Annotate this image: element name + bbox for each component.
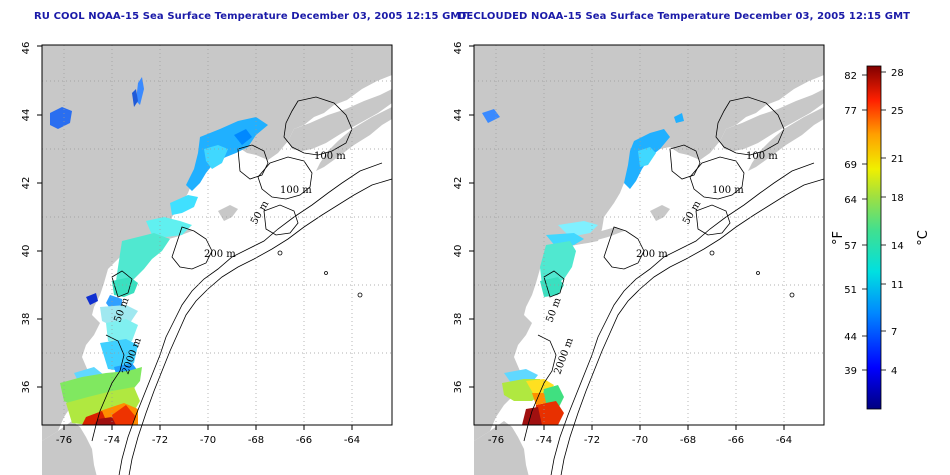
contour-label-100m-a: 100 m [746, 151, 778, 162]
cb-c-tick-7: 7 [891, 327, 897, 338]
cb-f-tick-82: 82 [844, 71, 857, 82]
left-lon-tick-76: -76 [56, 435, 72, 446]
cb-f-tick-44: 44 [844, 332, 857, 343]
left-lat-tick-42: 42 [21, 177, 32, 190]
cb-c-tick-11: 11 [891, 280, 904, 291]
left-lon-tick-68: -68 [248, 435, 264, 446]
right-axes: -76 -74 -72 -70 -68 -66 -64 36 38 40 42 … [453, 42, 792, 446]
colorbar: 82 77 69 64 57 51 44 39 28 25 21 18 14 1… [831, 65, 931, 410]
cb-f-tick-57: 57 [844, 241, 857, 252]
left-lat-tick-36: 36 [21, 381, 32, 394]
colorbar-gradient [866, 65, 882, 410]
left-lon-tick-72: -72 [152, 435, 168, 446]
cb-f-tick-64: 64 [844, 195, 857, 206]
right-lat-tick-38: 38 [453, 313, 464, 326]
cb-f-tick-39: 39 [844, 366, 857, 377]
cb-c-tick-4: 4 [891, 366, 897, 377]
right-lat-tick-36: 36 [453, 381, 464, 394]
contour-label-100m-a: 100 m [314, 151, 346, 162]
left-lat-tick-44: 44 [21, 109, 32, 122]
right-lon-tick-70: -70 [632, 435, 648, 446]
left-axes: -76 -74 -72 -70 -68 -66 -64 36 38 40 42 … [21, 42, 360, 446]
cb-celsius-unit: °C [916, 230, 931, 246]
left-lon-tick-70: -70 [200, 435, 216, 446]
left-lon-tick-64: -64 [344, 435, 360, 446]
cb-c-tick-28: 28 [891, 68, 904, 79]
right-lat-tick-44: 44 [453, 109, 464, 122]
right-lon-tick-68: -68 [680, 435, 696, 446]
left-map-frame [41, 44, 393, 426]
left-lat-tick-40: 40 [21, 245, 32, 258]
left-panel-title: RU COOL NOAA-15 Sea Surface Temperature … [34, 11, 468, 22]
contour-label-200m: 200 m [204, 249, 236, 260]
cb-f-tick-77: 77 [844, 106, 857, 117]
right-map-frame [473, 44, 825, 426]
right-lon-tick-74: -74 [536, 435, 552, 446]
right-lat-tick-46: 46 [453, 42, 464, 55]
cb-f-tick-51: 51 [844, 285, 857, 296]
contour-label-100m-b: 100 m [280, 185, 312, 196]
right-lon-tick-72: -72 [584, 435, 600, 446]
contour-label-200m: 200 m [636, 249, 668, 260]
contour-label-100m-b: 100 m [712, 185, 744, 196]
cb-c-tick-21: 21 [891, 154, 904, 165]
left-lat-tick-38: 38 [21, 313, 32, 326]
right-lon-tick-66: -66 [728, 435, 744, 446]
right-lon-tick-64: -64 [776, 435, 792, 446]
cb-c-tick-25: 25 [891, 106, 904, 117]
right-map-panel: 100 m 100 m 50 m 200 m 50 m 2000 m -76 -… [453, 42, 825, 475]
right-lat-tick-42: 42 [453, 177, 464, 190]
left-lon-tick-66: -66 [296, 435, 312, 446]
left-sst-swaths [50, 77, 268, 425]
right-panel-title: DECLOUDED NOAA-15 Sea Surface Temperatur… [458, 11, 911, 22]
right-lat-tick-40: 40 [453, 245, 464, 258]
right-sst-swaths [482, 109, 684, 425]
cb-f-tick-69: 69 [844, 160, 857, 171]
right-lon-tick-76: -76 [488, 435, 504, 446]
cb-c-tick-14: 14 [891, 241, 904, 252]
cb-c-tick-18: 18 [891, 193, 904, 204]
left-lon-tick-74: -74 [104, 435, 120, 446]
left-map-panel: 100 m 100 m 50 m 200 m 50 m 2000 m -76 -… [21, 42, 393, 475]
left-lat-tick-46: 46 [21, 42, 32, 55]
cb-fahrenheit-unit: °F [831, 231, 846, 245]
